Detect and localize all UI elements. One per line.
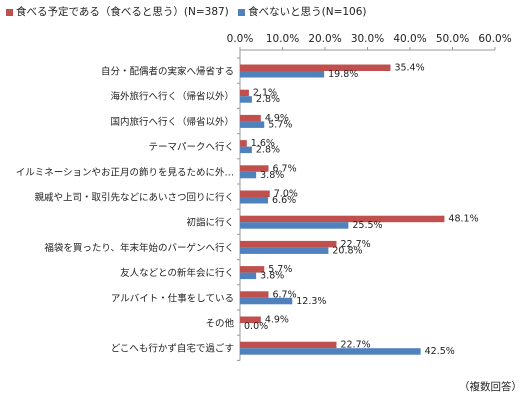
data-label-series-2: 6.6% xyxy=(272,195,296,206)
bar-series-1 xyxy=(240,316,261,323)
category-label: 国内旅行へ行く（帰省以外） xyxy=(110,116,234,128)
multiple-answer-note: （複数回答） xyxy=(459,381,522,393)
data-label-series-1: 7.0% xyxy=(274,189,298,200)
category-label: 親戚や上司・取引先などにあいさつ回りに行く xyxy=(34,192,234,204)
bar-series-1 xyxy=(240,341,337,349)
legend-label-series-1: 食べる予定である（食べると思う）(N=387) xyxy=(16,6,229,18)
data-label-series-1: 4.9% xyxy=(265,113,289,124)
bar-series-1 xyxy=(240,240,337,248)
bar-series-1 xyxy=(240,190,270,197)
category-label: 福袋を買ったり、年末年始のバーゲンへ行く xyxy=(44,242,234,254)
bar-series-2 xyxy=(240,146,252,154)
legend-swatch-series-1 xyxy=(6,8,13,16)
data-label-series-2: 2.8% xyxy=(256,94,280,105)
category-label: アルバイト・仕事をしている xyxy=(111,292,234,304)
data-label-series-1: 2.1% xyxy=(253,88,277,99)
data-label-series-1: 35.4% xyxy=(394,63,424,74)
legend-label-series-2: 食べないと思う(N=106) xyxy=(248,6,367,18)
data-label-series-1: 48.1% xyxy=(448,214,478,225)
data-label-series-2: 0.0% xyxy=(244,321,268,332)
x-tick-label: 0.0% xyxy=(227,33,254,45)
category-label: 海外旅行へ行く（帰省以外） xyxy=(110,91,234,103)
legend-item-series-2: 食べないと思う(N=106) xyxy=(238,4,367,19)
category-label: テーマパークへ行く xyxy=(148,141,234,153)
bar-series-2 xyxy=(240,222,349,229)
x-tick-label: 20.0% xyxy=(308,33,341,45)
category-label: イルミネーションやお正月の飾りを見るために外… xyxy=(16,166,234,178)
data-label-series-2: 3.8% xyxy=(260,170,284,181)
category-label: その他 xyxy=(205,318,234,330)
category-label: 友人などとの新年会に行く xyxy=(120,267,234,279)
data-label-series-2: 12.3% xyxy=(296,296,326,307)
bar-series-1 xyxy=(240,89,249,97)
x-tick-label: 50.0% xyxy=(436,33,469,45)
bar-series-2 xyxy=(240,171,257,179)
bar-series-1 xyxy=(240,291,269,298)
data-label-series-1: 22.7% xyxy=(340,239,370,250)
data-label-series-2: 5.7% xyxy=(268,119,292,130)
bar-series-1 xyxy=(240,215,445,223)
bar-series-2 xyxy=(240,247,329,254)
bar-series-2 xyxy=(240,71,325,78)
bar-series-2 xyxy=(240,297,293,305)
bar-series-2 xyxy=(240,348,421,355)
chart-legend: 食べる予定である（食べると思う）(N=387) 食べないと思う(N=106) xyxy=(6,4,373,19)
x-tick-label: 60.0% xyxy=(478,33,511,45)
legend-swatch-series-2 xyxy=(238,8,246,16)
bar-series-1 xyxy=(240,114,261,122)
data-label-series-2: 42.5% xyxy=(425,346,455,357)
category-label: どこへも行かず自宅で過ごす xyxy=(111,343,234,355)
bar-series-1 xyxy=(240,266,265,273)
bar-series-2 xyxy=(240,96,252,103)
data-label-series-1: 1.6% xyxy=(251,138,275,149)
data-label-series-1: 5.7% xyxy=(268,264,292,275)
bar-series-2 xyxy=(240,121,265,128)
bar-series-1 xyxy=(240,64,391,71)
data-label-series-2: 3.8% xyxy=(260,271,284,282)
data-label-series-2: 20.8% xyxy=(332,245,362,256)
x-tick-label: 40.0% xyxy=(393,33,426,45)
category-label: 自分・配偶者の実家へ帰省する xyxy=(101,66,234,78)
data-label-series-2: 2.8% xyxy=(256,145,280,156)
data-label-series-1: 22.7% xyxy=(340,340,370,351)
legend-item-series-1: 食べる予定である（食べると思う）(N=387) xyxy=(6,4,229,19)
data-label-series-2: 25.5% xyxy=(352,220,382,231)
bar-series-1 xyxy=(240,140,247,147)
data-label-series-2: 19.8% xyxy=(328,69,358,80)
category-label: 初詣に行く xyxy=(186,217,234,229)
data-label-series-1: 4.9% xyxy=(265,315,289,326)
data-label-series-1: 6.7% xyxy=(272,163,296,174)
bar-series-2 xyxy=(240,272,257,280)
x-tick-label: 30.0% xyxy=(351,33,384,45)
x-tick-label: 10.0% xyxy=(266,33,299,45)
bar-series-2 xyxy=(240,197,269,204)
bar-series-1 xyxy=(240,165,269,172)
data-label-series-1: 6.7% xyxy=(272,289,296,300)
